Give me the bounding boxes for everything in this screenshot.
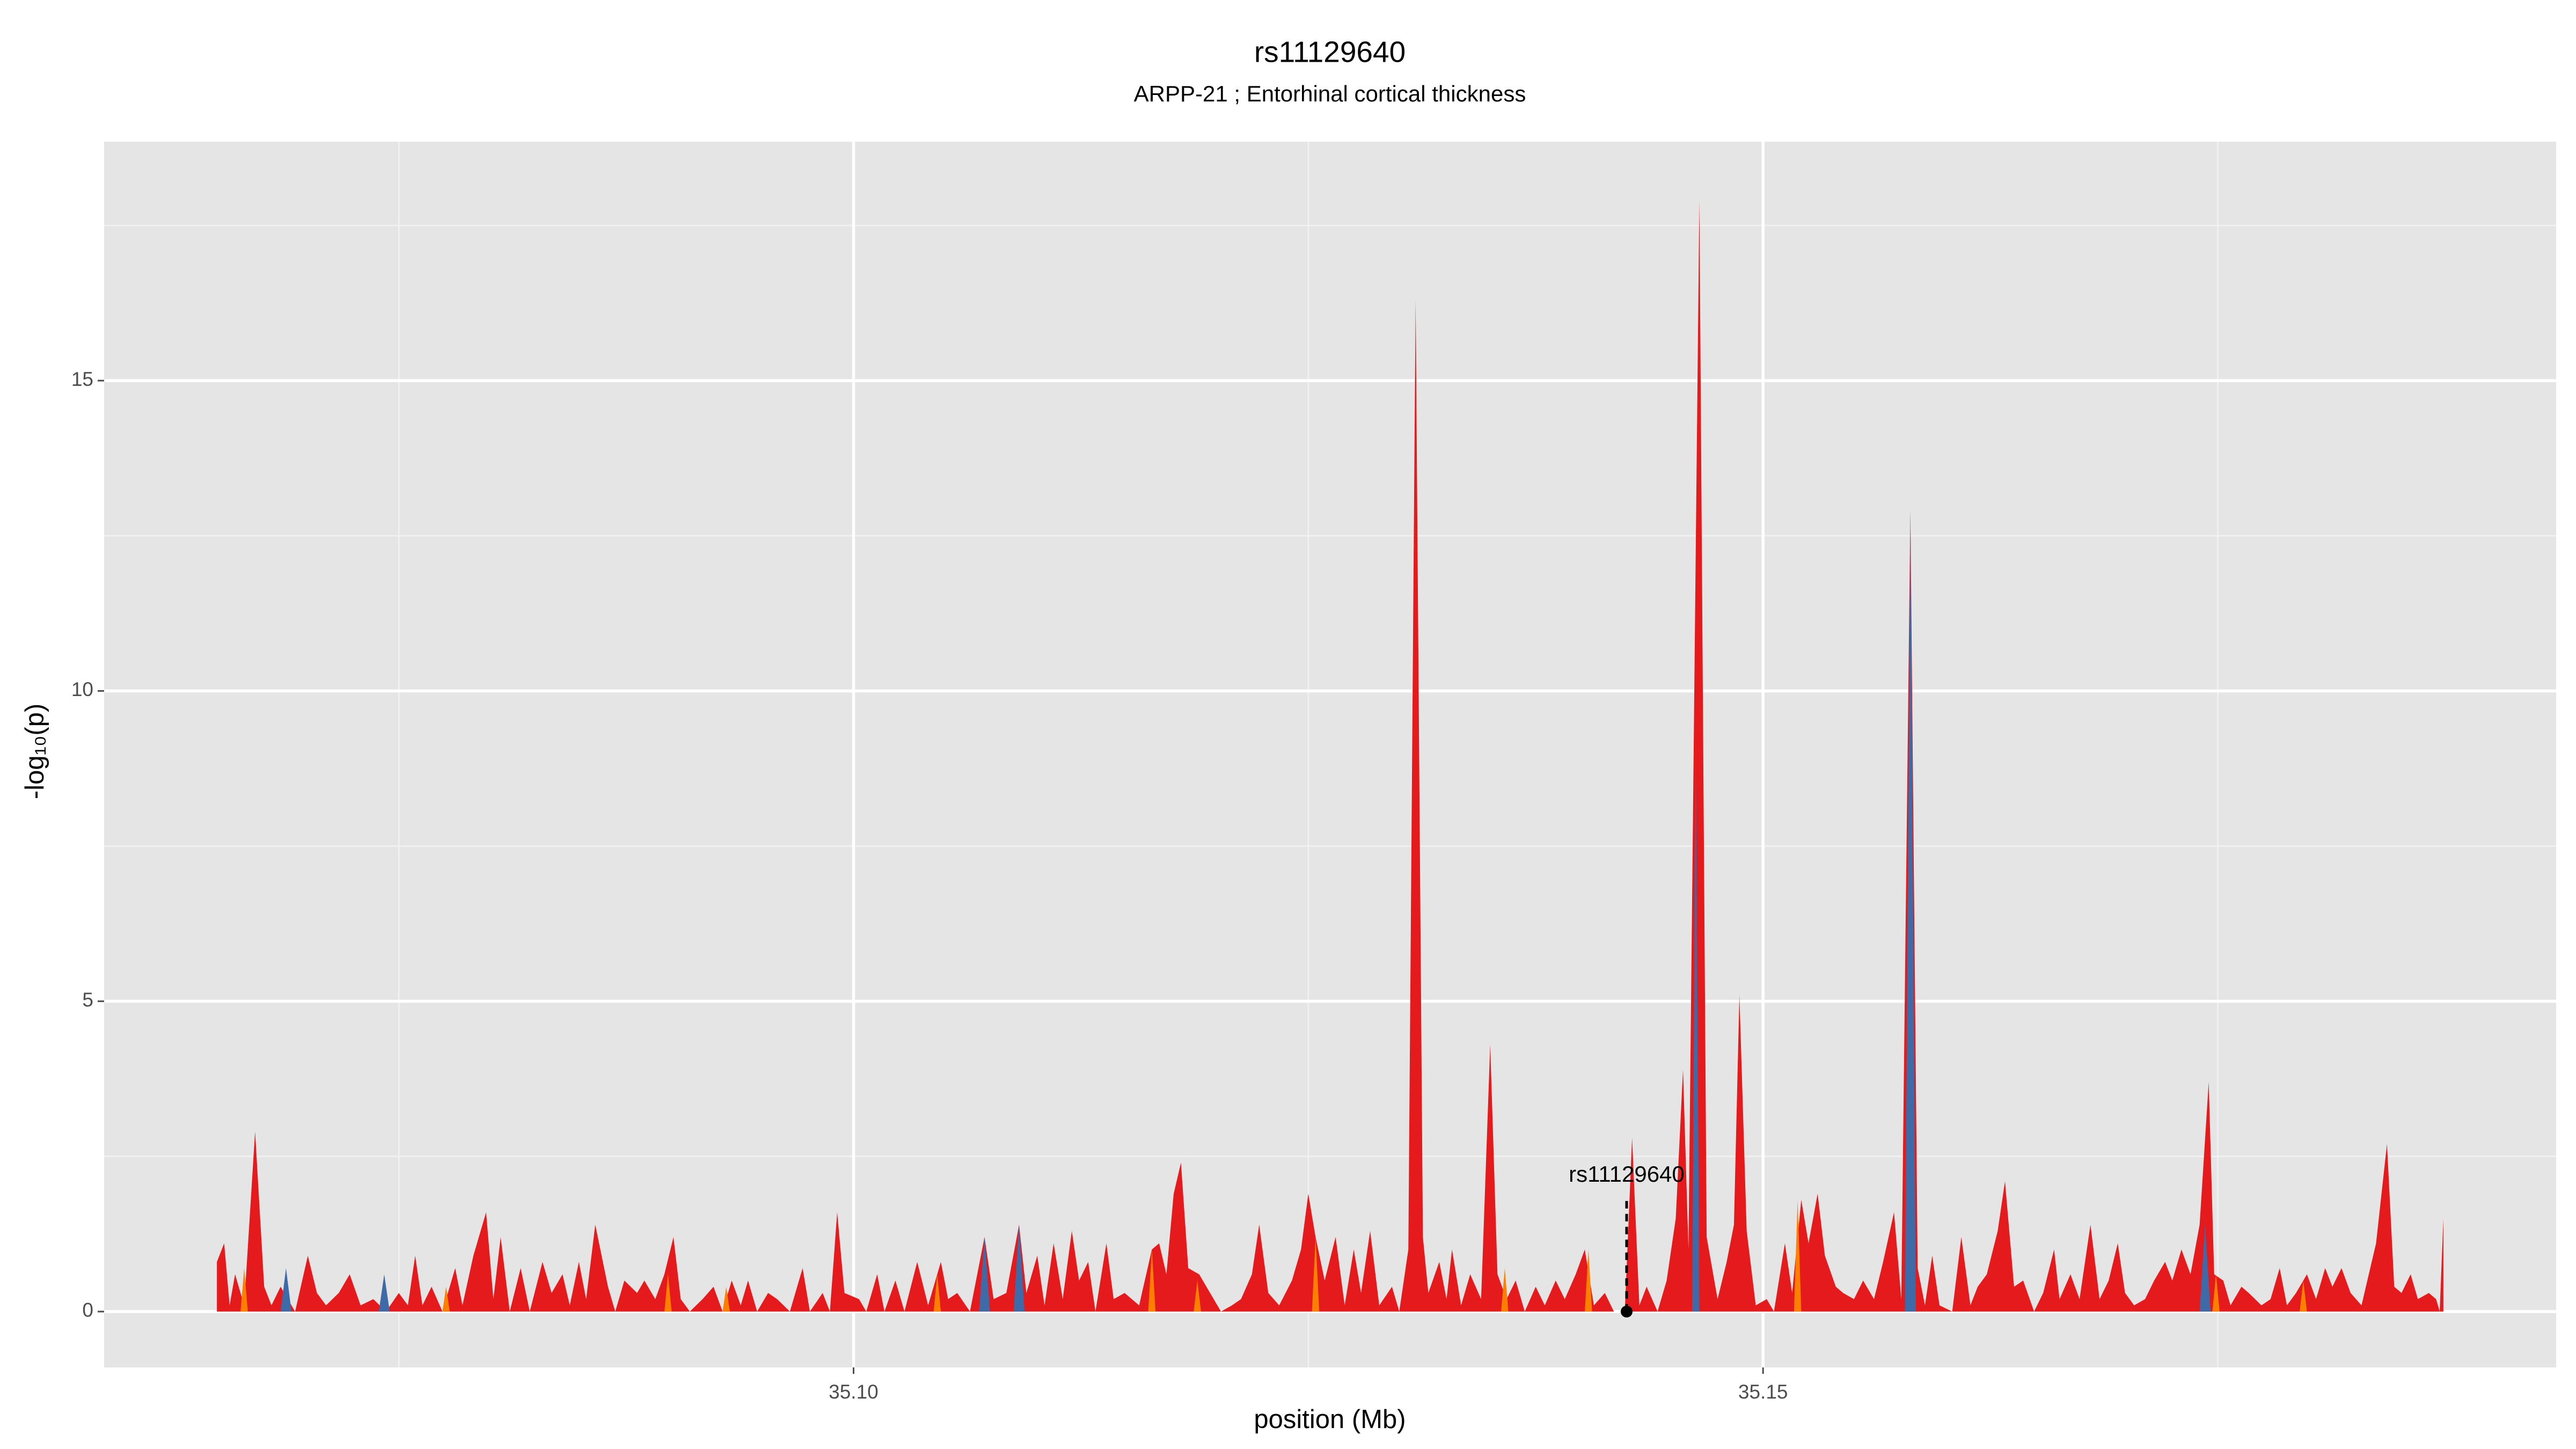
- x-tick-label: 35.10: [829, 1381, 879, 1403]
- y-tick-label: 15: [71, 368, 93, 390]
- x-tick-label: 35.15: [1738, 1381, 1788, 1403]
- x-axis-label: position (Mb): [1254, 1405, 1406, 1434]
- y-axis-label: -log₁₀(p): [20, 704, 49, 799]
- plot-panel: [104, 142, 2556, 1367]
- y-tick-label: 5: [82, 989, 93, 1011]
- chart-subtitle: ARPP-21 ; Entorhinal cortical thickness: [1134, 81, 1526, 106]
- annotation-point: [1620, 1305, 1633, 1318]
- annotation-label: rs11129640: [1569, 1161, 1685, 1187]
- y-tick-label: 0: [82, 1299, 93, 1321]
- y-tick-label: 10: [71, 678, 93, 700]
- chart-title: rs11129640: [1254, 35, 1406, 69]
- area: [240, 1199, 2307, 1312]
